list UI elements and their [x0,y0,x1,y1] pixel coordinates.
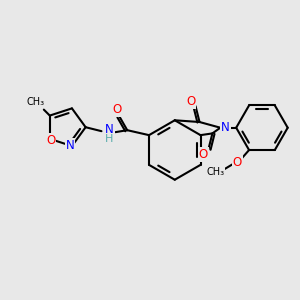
Text: O: O [186,95,195,108]
Text: H: H [105,134,114,144]
Text: O: O [232,156,242,170]
Text: CH₃: CH₃ [206,167,224,177]
Text: O: O [46,134,56,147]
Text: O: O [199,148,208,161]
Text: N: N [221,121,230,134]
Text: N: N [66,139,74,152]
Text: CH₃: CH₃ [27,97,45,107]
Text: N: N [105,123,114,136]
Text: O: O [113,103,122,116]
